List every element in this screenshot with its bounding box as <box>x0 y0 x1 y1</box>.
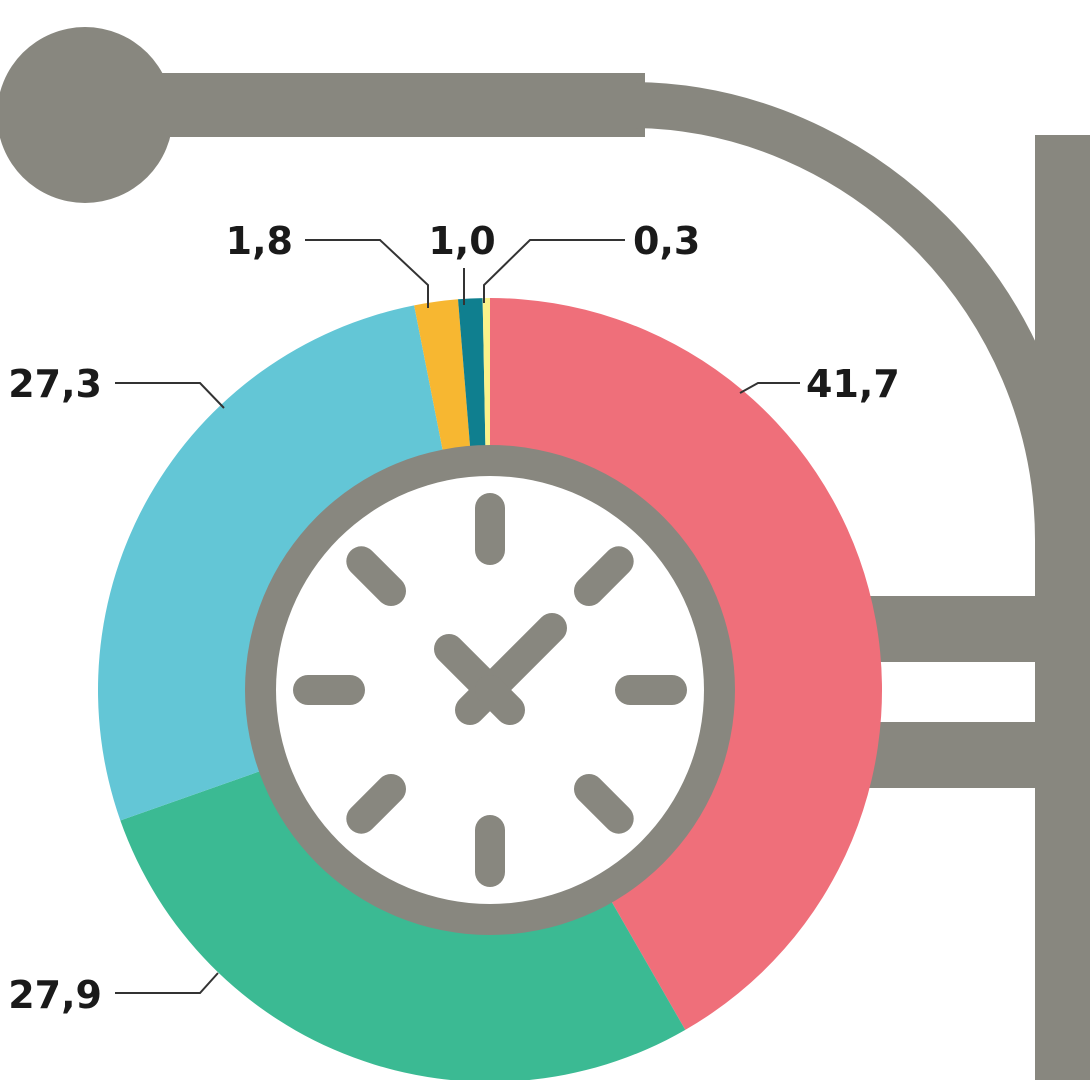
donut-slice-27-9 <box>120 769 686 1080</box>
wall-bracket <box>0 27 1090 1080</box>
leader-line-27-3 <box>115 382 225 409</box>
slice-label: 41,7 <box>806 362 900 406</box>
leader-line-27-9 <box>115 972 219 994</box>
donut-slice-41-7 <box>490 298 883 1030</box>
leader-lines <box>115 239 800 994</box>
value-labels: 41,7 27,9 27,3 1,8 1,0 0,3 <box>8 219 900 1017</box>
bracket-strut-upper <box>860 596 1090 662</box>
donut-slice-27-3 <box>98 305 444 821</box>
donut-slice-1-8 <box>414 299 471 457</box>
clock-tick <box>573 773 634 834</box>
donut-slice-0-3 <box>482 298 490 453</box>
slice-label: 1,8 <box>226 219 293 263</box>
slice-label: 27,9 <box>8 973 102 1017</box>
donut-slice-1-0 <box>458 298 486 453</box>
leader-line-41-7 <box>739 382 800 394</box>
donut-slices <box>98 298 883 1080</box>
clock-tick <box>346 773 407 834</box>
clock-icon <box>245 445 735 935</box>
bracket-arm <box>85 73 645 137</box>
clock-tick <box>346 546 407 607</box>
clock-ticks <box>293 493 687 887</box>
slice-label: 1,0 <box>428 219 495 263</box>
bracket-strut-lower <box>860 722 1090 788</box>
slice-label: 0,3 <box>633 219 700 263</box>
clock-tick <box>573 546 634 607</box>
leader-line-0-3 <box>483 239 625 303</box>
clock-hand-tail <box>475 675 525 725</box>
slice-label: 27,3 <box>8 362 102 406</box>
leader-line-1-8 <box>305 239 429 308</box>
